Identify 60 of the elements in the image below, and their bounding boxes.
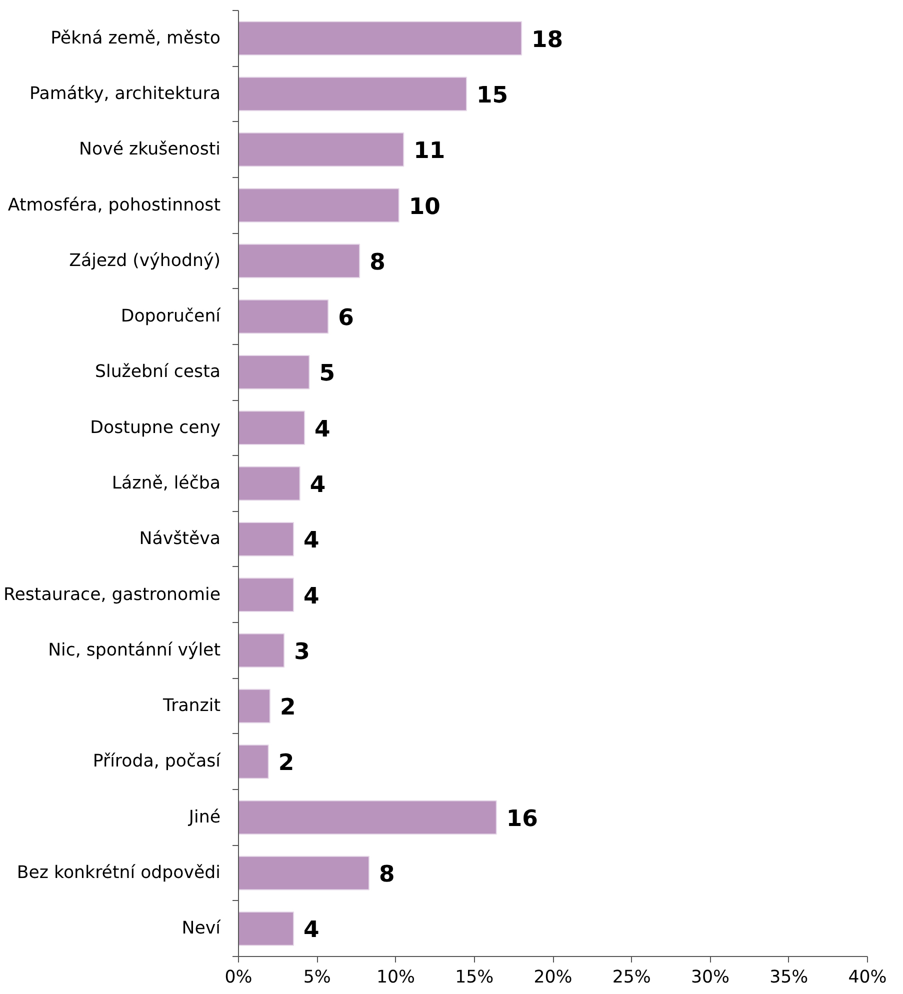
data-label: 5 <box>319 360 336 387</box>
y-tick-label: Bez konkrétní odpovědi <box>16 863 221 884</box>
data-label: 2 <box>280 694 296 721</box>
y-tick-label: Restaurace, gastronomie <box>3 584 221 605</box>
bar <box>238 21 522 56</box>
x-tick-label: 10% <box>376 968 416 988</box>
x-tick-label: 30% <box>690 968 730 988</box>
x-tick-label: 35% <box>770 968 808 988</box>
data-label: 8 <box>379 862 395 888</box>
y-tick-label: Atmosféra, pohostinnost <box>8 195 221 216</box>
data-label: 6 <box>338 305 354 332</box>
y-tick-label: Nic, spontánní výlet <box>48 640 221 660</box>
bar <box>238 76 468 112</box>
bar <box>238 410 306 446</box>
y-tick-label: Jiné <box>188 807 221 828</box>
data-label: 3 <box>294 638 310 665</box>
bar <box>238 856 370 890</box>
bar <box>238 188 400 222</box>
y-tick-label: Příroda, počasí <box>92 752 222 772</box>
x-tick-label: 20% <box>534 968 572 988</box>
x-tick-label: 25% <box>612 968 651 988</box>
data-label: 4 <box>304 583 320 610</box>
bar <box>238 911 294 946</box>
bar <box>238 466 300 501</box>
data-label: 15 <box>476 82 508 108</box>
bar <box>238 299 329 334</box>
bar <box>238 132 404 167</box>
bar <box>238 522 294 556</box>
x-tick-label: 0% <box>224 968 252 988</box>
y-tick-label: Dostupne ceny <box>90 418 221 438</box>
data-label: 4 <box>314 416 330 442</box>
data-label: 2 <box>278 750 294 776</box>
bar <box>238 744 269 779</box>
x-tick-label: 15% <box>455 968 494 988</box>
bar <box>238 688 270 724</box>
y-tick-label: Pěkná země, město <box>50 28 221 48</box>
y-tick-label: Doporučení <box>120 306 222 327</box>
x-tick-label: 5% <box>303 968 331 988</box>
y-tick-label: Památky, architektura <box>30 84 221 104</box>
y-tick-label: Tranzit <box>162 696 221 716</box>
data-label: 4 <box>304 917 320 944</box>
bar <box>238 800 497 835</box>
data-label: 11 <box>414 138 446 164</box>
bar <box>238 355 310 390</box>
bar <box>238 578 294 612</box>
bar <box>238 244 360 278</box>
y-tick-label: Nové zkušenosti <box>79 140 221 160</box>
data-label: 4 <box>304 528 320 554</box>
bar <box>238 633 285 668</box>
data-label: 4 <box>310 472 326 498</box>
y-tick-label: Služební cesta <box>95 362 221 382</box>
y-tick-label: Zájezd (výhodný) <box>69 250 221 271</box>
data-label: 10 <box>408 194 440 220</box>
x-tick-label: 40% <box>848 968 887 988</box>
data-label: 18 <box>532 26 564 53</box>
data-label: 16 <box>506 806 538 832</box>
y-tick-label: Neví <box>182 918 222 939</box>
y-tick-label: Lázně, léčba <box>112 474 221 494</box>
data-label: 8 <box>370 249 386 276</box>
y-tick-label: Návštěva <box>139 529 221 550</box>
